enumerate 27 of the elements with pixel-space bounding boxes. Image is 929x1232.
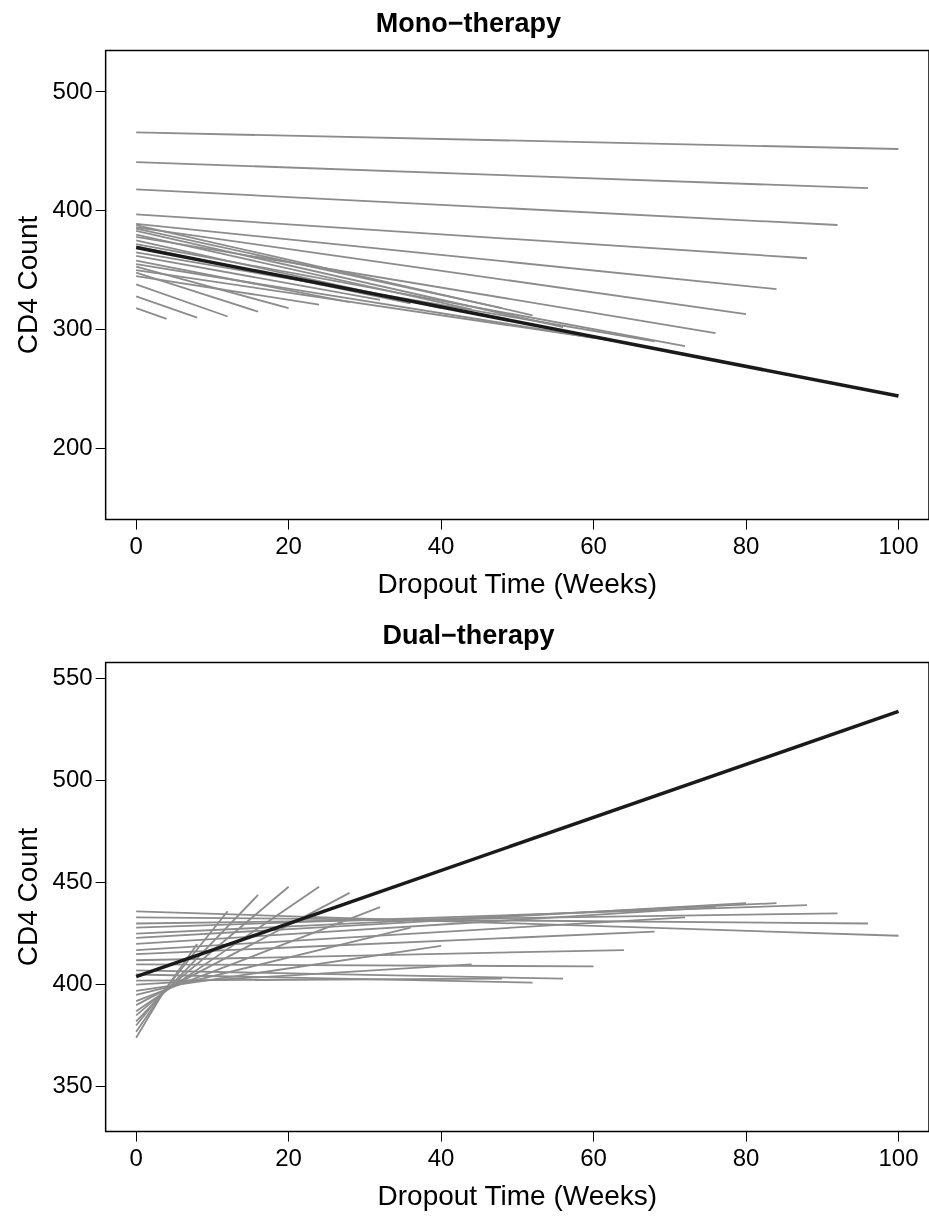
- x-tick-label: 100: [878, 1143, 919, 1171]
- x-axis-title: Dropout Time (Weeks): [377, 1179, 658, 1211]
- chart-title: Mono−therapy: [375, 7, 562, 38]
- x-tick-label: 40: [427, 1143, 455, 1171]
- x-tick-label: 0: [129, 1143, 143, 1171]
- x-tick-label: 0: [129, 531, 143, 559]
- x-tick-label: 100: [878, 531, 919, 559]
- y-axis-title: CD4 Count: [11, 827, 43, 967]
- y-tick-label: 550: [52, 663, 93, 691]
- x-tick-label: 60: [580, 1143, 607, 1171]
- x-tick-label: 20: [275, 531, 302, 559]
- y-tick-label: 450: [52, 867, 93, 895]
- x-tick-label: 80: [732, 1143, 760, 1171]
- chart-title: Dual−therapy: [382, 619, 555, 650]
- y-tick-label: 400: [52, 195, 93, 223]
- y-tick-label: 350: [52, 1071, 93, 1099]
- x-tick-label: 80: [732, 531, 760, 559]
- y-tick-label: 500: [52, 76, 93, 104]
- x-tick-label: 40: [427, 531, 455, 559]
- y-tick-label: 500: [52, 765, 93, 793]
- x-tick-label: 60: [580, 531, 607, 559]
- y-tick-label: 400: [52, 969, 93, 997]
- y-tick-label: 300: [52, 314, 93, 342]
- x-tick-label: 20: [275, 1143, 302, 1171]
- x-axis-title: Dropout Time (Weeks): [377, 567, 658, 599]
- y-axis-title: CD4 Count: [11, 215, 43, 355]
- y-tick-label: 200: [52, 432, 93, 460]
